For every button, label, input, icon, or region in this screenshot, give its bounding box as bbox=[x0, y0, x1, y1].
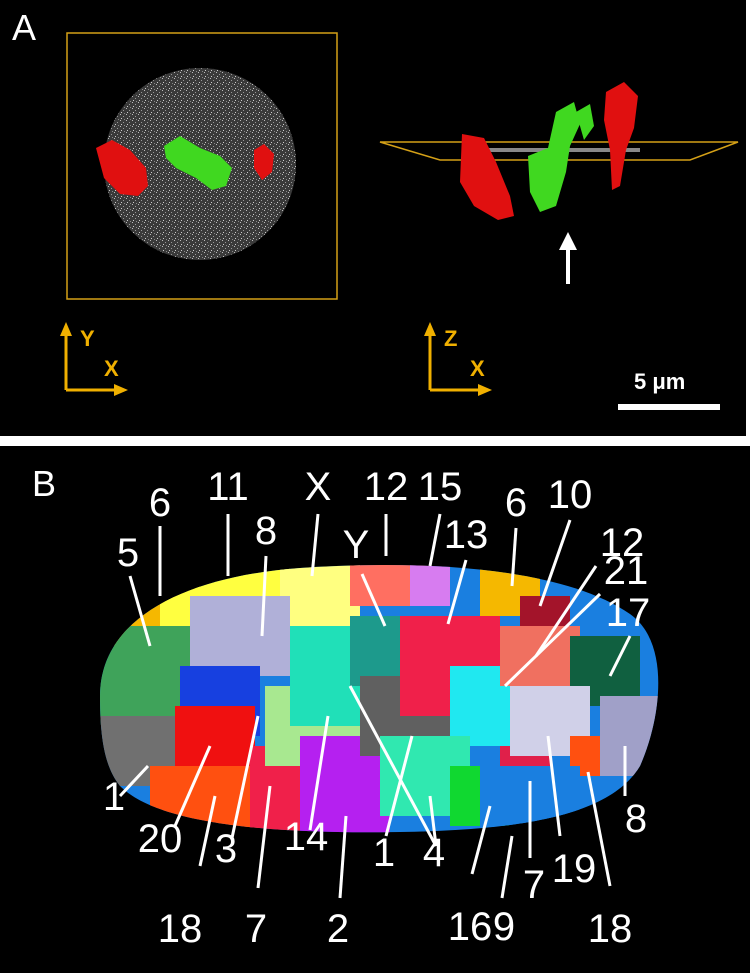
scale-bar-label: 5 μm bbox=[634, 369, 685, 394]
territory-label: 12 bbox=[600, 521, 645, 565]
territory-label: 8 bbox=[255, 509, 277, 553]
panel-a: A bbox=[0, 0, 746, 436]
territory-label: 5 bbox=[117, 531, 139, 575]
arrow-icon bbox=[559, 232, 577, 284]
territory-label: 10 bbox=[548, 473, 593, 517]
territory-label: 1 bbox=[103, 775, 125, 819]
panel-b: B bbox=[0, 446, 750, 973]
territory-label: 3 bbox=[215, 827, 237, 871]
territory-label: 14 bbox=[284, 815, 329, 859]
red-chromosome-left bbox=[96, 140, 148, 196]
territory-label: 19 bbox=[552, 847, 597, 891]
territory-label: 1 bbox=[373, 831, 395, 875]
territory-label: 8 bbox=[625, 797, 647, 841]
axes-indicator-zx: Z X bbox=[424, 322, 492, 396]
territory-label: Y bbox=[343, 523, 370, 567]
panel-a-label: A bbox=[12, 7, 37, 48]
bounding-box-left bbox=[66, 32, 338, 300]
green-chromosome-side-1 bbox=[528, 102, 580, 212]
axis-label-x-right: X bbox=[470, 356, 485, 381]
territory-label: 17 bbox=[606, 591, 651, 635]
axis-label-x: X bbox=[104, 356, 119, 381]
territory-label: 21 bbox=[604, 549, 649, 593]
territory-label: 6 bbox=[505, 481, 527, 525]
territory-label: 18 bbox=[588, 907, 633, 951]
territory-label: 13 bbox=[444, 513, 489, 557]
territory-label: 9 bbox=[493, 905, 515, 949]
territory-label: 4 bbox=[423, 831, 445, 875]
scale-bar bbox=[618, 404, 720, 410]
territory-label: 18 bbox=[158, 907, 203, 951]
territory-label: 15 bbox=[418, 465, 463, 509]
territory-label: 16 bbox=[448, 905, 493, 949]
territory-label: 7 bbox=[245, 907, 267, 951]
nucleus-territories bbox=[100, 565, 659, 833]
green-chromosome-side-2 bbox=[576, 104, 594, 140]
territory-label: 12 bbox=[364, 465, 409, 509]
panel-a-figure: Y X Z X 5 μm bbox=[60, 32, 739, 410]
territory-label: 20 bbox=[138, 817, 183, 861]
panel-b-label: B bbox=[32, 463, 57, 504]
leader-lines bbox=[118, 513, 632, 899]
territory-label: 7 bbox=[523, 863, 545, 907]
axis-label-z: Z bbox=[444, 326, 457, 351]
territory-label: 2 bbox=[327, 907, 349, 951]
red-chromosome-side-2 bbox=[604, 82, 638, 190]
territory-label: 6 bbox=[149, 481, 171, 525]
axes-indicator-xy: Y X bbox=[60, 322, 128, 396]
red-chromosome-right bbox=[254, 144, 274, 180]
axis-label-y: Y bbox=[80, 326, 95, 351]
red-chromosome-side-1 bbox=[460, 134, 514, 220]
territory-label: X bbox=[305, 465, 332, 509]
green-chromosome-left bbox=[164, 136, 232, 190]
territory-label: 11 bbox=[207, 465, 249, 509]
